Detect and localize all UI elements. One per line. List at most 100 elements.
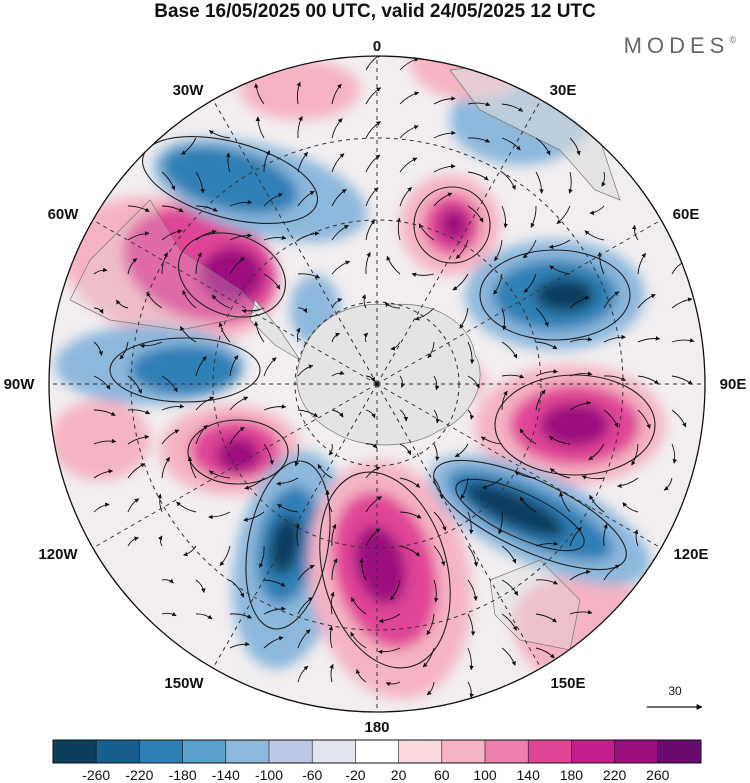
wind-arrow (263, 636, 284, 649)
contour-line (177, 232, 287, 318)
wind-arrow (481, 477, 503, 490)
contour-line (479, 249, 631, 341)
meridian-line (376, 97, 543, 385)
wind-arrow (498, 511, 503, 535)
wind-arrow (411, 272, 435, 277)
map-disk (49, 56, 705, 712)
wind-arrow (365, 409, 376, 419)
wind-arrow (584, 230, 605, 241)
meridians (49, 56, 705, 712)
wind-arrow (377, 647, 401, 655)
meridian-line (90, 218, 378, 385)
wind-arrow (331, 558, 338, 581)
wind-arrow (225, 152, 231, 173)
wind-arrow (535, 647, 555, 659)
wind-arrow (467, 511, 474, 535)
colorbar-tick-label: 20 (391, 767, 407, 783)
meridian-line (376, 383, 543, 671)
wind-arrow (127, 231, 150, 241)
colorbar-swatch (441, 740, 486, 763)
wind-arrow (331, 224, 349, 241)
south-pole-marker (374, 381, 380, 387)
wind-arrow (501, 613, 517, 631)
wind-arrow (161, 205, 184, 213)
wind-arrow (452, 273, 469, 291)
wind-arrow (523, 273, 537, 293)
wind-arrow (297, 231, 320, 241)
wind-arrow (355, 668, 367, 683)
lon-label-180: 180 (364, 719, 389, 736)
colorbar-tick-label: 220 (603, 767, 627, 783)
anomaly-blob (535, 278, 595, 312)
wind-arrow (295, 523, 300, 547)
wind-arrow (127, 463, 146, 479)
wind-arrow (127, 434, 150, 445)
wind-arrow (522, 239, 537, 259)
wind-arrow (454, 443, 469, 458)
colorbar-tick-label: -180 (169, 767, 197, 783)
wind-arrow (127, 258, 138, 275)
contour-line (245, 460, 331, 630)
wind-arrow (317, 464, 333, 479)
wind-arrow (328, 443, 334, 456)
wind-arrow (195, 424, 208, 445)
colorbar-tick-label: -220 (125, 767, 153, 783)
wind-arrow (331, 153, 345, 173)
wind-arrow (254, 321, 265, 343)
wind-arrow (633, 529, 639, 547)
antarctica-landmass (249, 299, 481, 446)
anomaly-blob (216, 437, 260, 473)
wind-arrow (219, 545, 231, 566)
wind-arrow (330, 591, 335, 615)
anomaly-blob (50, 400, 150, 480)
wind-arrow (93, 375, 111, 390)
wind-arrow (501, 579, 519, 596)
wind-arrow (493, 273, 503, 295)
wind-arrow (93, 468, 114, 479)
wind-arrow (617, 477, 639, 488)
wind-arrow (297, 307, 308, 313)
wind-arrow (603, 564, 620, 581)
wind-arrow (637, 294, 656, 309)
wind-arrow (399, 511, 422, 519)
wind-arrow (535, 541, 559, 547)
wind-arrow (414, 307, 435, 321)
wind-arrow (331, 83, 342, 105)
wind-arrow (399, 443, 412, 456)
wind-arrow (229, 641, 250, 649)
wind-arrow (297, 597, 313, 615)
wind-arrow (296, 327, 301, 343)
wind-arrow (180, 326, 197, 343)
wind-arrow (195, 229, 217, 241)
wind-arrow (161, 429, 180, 445)
wind-arrow (384, 302, 401, 309)
wind-arrow (514, 471, 537, 479)
wind-arrow (569, 336, 593, 343)
wind-arrow (176, 501, 197, 513)
wind-vectors (93, 56, 695, 699)
wind-arrow (548, 436, 571, 445)
reference-vector-label: 30 (668, 684, 682, 698)
wind-arrow (297, 151, 309, 173)
contour-line (109, 337, 261, 403)
wind-arrow (535, 171, 544, 194)
map-title: Base 16/05/2025 00 UTC, valid 24/05/2025… (154, 1, 596, 22)
wind-arrow (671, 409, 687, 428)
anomaly-blob (440, 209, 468, 241)
wind-arrow (359, 557, 367, 581)
wind-arrow (181, 137, 197, 155)
wind-arrow (637, 375, 659, 385)
wind-arrow (263, 235, 287, 241)
wind-arrow (229, 233, 253, 241)
wind-arrow (588, 443, 605, 461)
wind-arrow (93, 307, 104, 314)
meridian-line (376, 383, 664, 550)
colorbar-swatch (182, 740, 227, 763)
wind-arrow (569, 526, 582, 547)
wind-arrow (426, 681, 435, 696)
wind-arrow (422, 647, 435, 668)
wind-arrow (297, 190, 315, 207)
wind-arrow (467, 137, 491, 143)
wind-arrow (331, 188, 347, 207)
wind-arrow (433, 443, 440, 462)
